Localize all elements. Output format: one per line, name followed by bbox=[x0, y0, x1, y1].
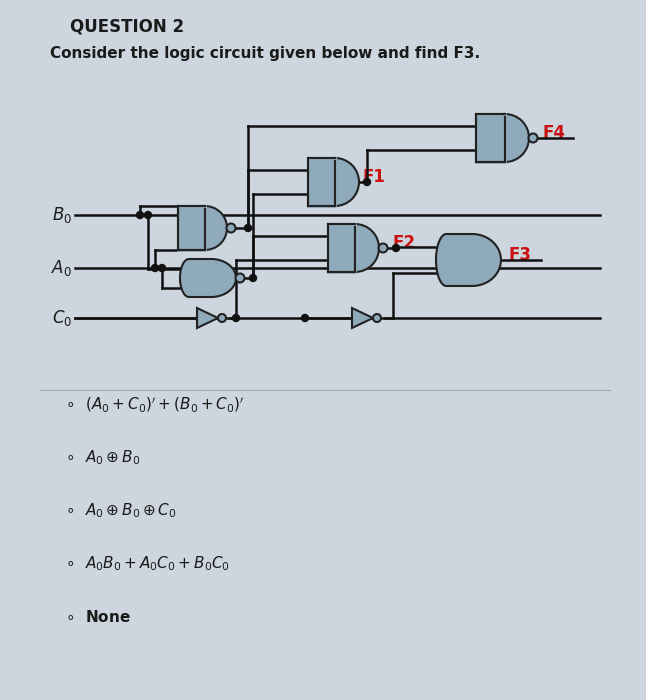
Circle shape bbox=[249, 274, 256, 281]
Wedge shape bbox=[205, 206, 227, 250]
Wedge shape bbox=[355, 224, 379, 272]
Circle shape bbox=[373, 314, 381, 322]
Circle shape bbox=[528, 134, 537, 143]
Polygon shape bbox=[197, 308, 218, 328]
Circle shape bbox=[379, 244, 388, 253]
Text: $B_0$: $B_0$ bbox=[52, 205, 72, 225]
Text: QUESTION 2: QUESTION 2 bbox=[70, 18, 184, 36]
Text: F2: F2 bbox=[392, 234, 415, 252]
Circle shape bbox=[364, 178, 371, 186]
Text: Consider the logic circuit given below and find F3.: Consider the logic circuit given below a… bbox=[50, 46, 480, 61]
Circle shape bbox=[227, 223, 236, 232]
Circle shape bbox=[236, 274, 244, 283]
Text: F3: F3 bbox=[509, 246, 532, 264]
Circle shape bbox=[136, 211, 143, 218]
Text: $\circ$  $A_0B_0 + A_0C_0 + B_0C_0$: $\circ$ $A_0B_0 + A_0C_0 + B_0C_0$ bbox=[65, 554, 230, 573]
Bar bbox=[178, 206, 205, 250]
Bar bbox=[476, 114, 505, 162]
Circle shape bbox=[152, 265, 158, 272]
Text: $\circ$  $A_0 \oplus B_0$: $\circ$ $A_0 \oplus B_0$ bbox=[65, 449, 140, 468]
Wedge shape bbox=[505, 114, 529, 162]
Text: $\circ$  None: $\circ$ None bbox=[65, 609, 131, 625]
Circle shape bbox=[158, 265, 165, 272]
Polygon shape bbox=[352, 308, 373, 328]
Polygon shape bbox=[180, 259, 236, 297]
Text: F4: F4 bbox=[542, 124, 565, 142]
Circle shape bbox=[145, 211, 152, 218]
Circle shape bbox=[233, 314, 240, 321]
Polygon shape bbox=[436, 234, 501, 286]
Text: $\circ$  $A_0 \oplus B_0 \oplus C_0$: $\circ$ $A_0 \oplus B_0 \oplus C_0$ bbox=[65, 502, 177, 520]
Text: $\circ$  $(A_0+C_0)'+( B_0+C_0)'$: $\circ$ $(A_0+C_0)'+( B_0+C_0)'$ bbox=[65, 395, 245, 414]
Circle shape bbox=[302, 314, 309, 321]
Circle shape bbox=[218, 314, 226, 322]
Text: $C_0$: $C_0$ bbox=[52, 308, 72, 328]
Circle shape bbox=[244, 225, 251, 232]
Bar bbox=[308, 158, 335, 206]
Text: $A_0$: $A_0$ bbox=[51, 258, 72, 278]
Bar bbox=[328, 224, 355, 272]
Text: F1: F1 bbox=[363, 168, 386, 186]
Circle shape bbox=[393, 244, 399, 251]
Wedge shape bbox=[335, 158, 359, 206]
